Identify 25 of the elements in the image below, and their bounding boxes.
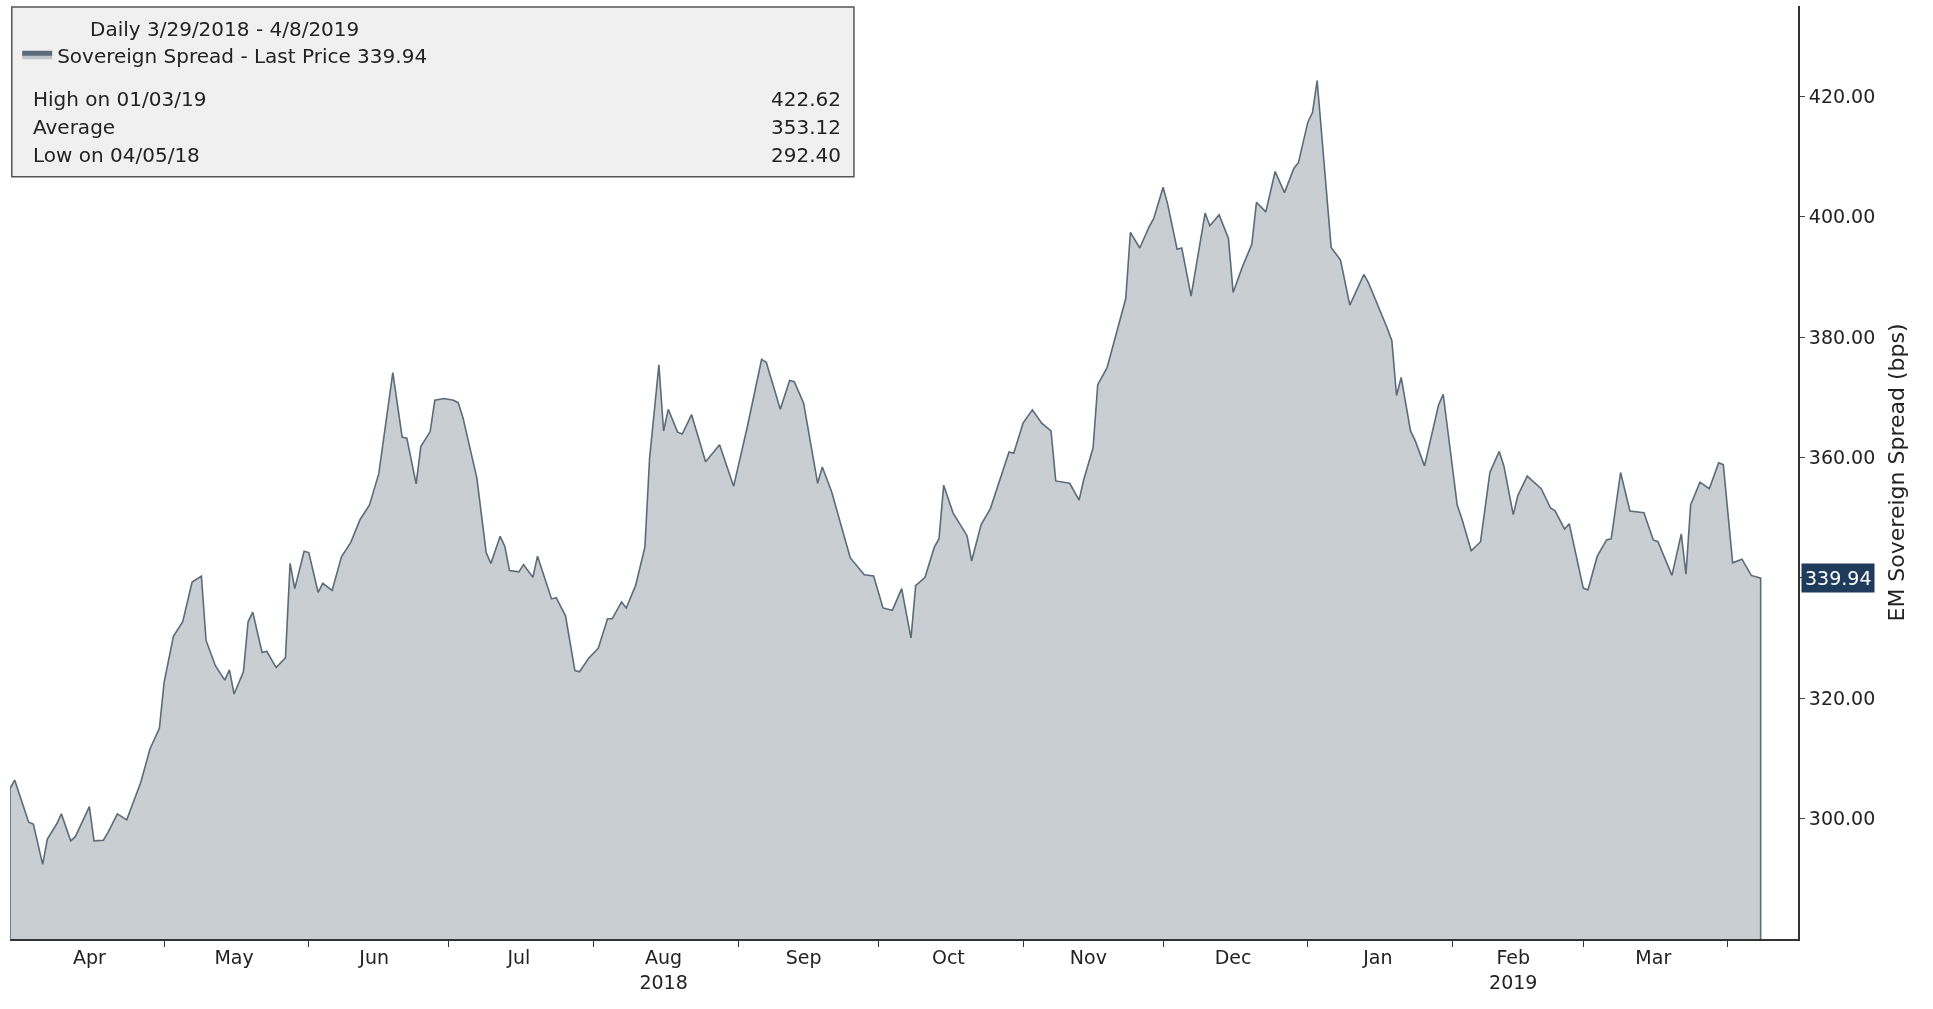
y-tick-label: 380.00 <box>1808 325 1876 348</box>
x-tick-label: Nov <box>1069 945 1107 968</box>
text: Average 353.12 <box>33 115 841 139</box>
x-tick-label: Jan <box>1362 945 1393 968</box>
legend-label: Sovereign Spread - Last Price 339.94 <box>57 44 428 69</box>
text: Low on 04/05/18 292.40 <box>33 143 841 167</box>
x-tick-label: Aug 2018 <box>639 945 688 993</box>
legend-title: Daily 3/29/2018 - 4/8/2019 <box>90 16 360 41</box>
y-tick-label: 360.00 <box>1808 446 1876 469</box>
x-tick-label: May <box>214 945 254 968</box>
annotation: 339.94 <box>1805 567 1872 589</box>
x-tick-label: Oct <box>931 945 965 968</box>
y-tick-label: 400.00 <box>1808 205 1876 228</box>
x-tick-label: Dec <box>1214 945 1252 968</box>
x-tick-label: Mar <box>1635 945 1672 968</box>
x-tick-label: Apr <box>72 945 106 968</box>
x-tick-label: Feb 2019 <box>1489 945 1538 993</box>
x-tick-label: Jul <box>506 945 531 968</box>
y-tick-label: 300.00 <box>1808 807 1876 830</box>
y-tick-label: 420.00 <box>1808 84 1876 107</box>
y-tick-label: 320.00 <box>1808 686 1876 709</box>
x-tick-label: Sep <box>785 945 822 968</box>
x-tick-label: Jun <box>358 945 389 968</box>
y-axis-title: EM Sovereign Spread (bps) <box>1883 323 1909 622</box>
text: High on 01/03/19 422.62 <box>33 87 841 111</box>
